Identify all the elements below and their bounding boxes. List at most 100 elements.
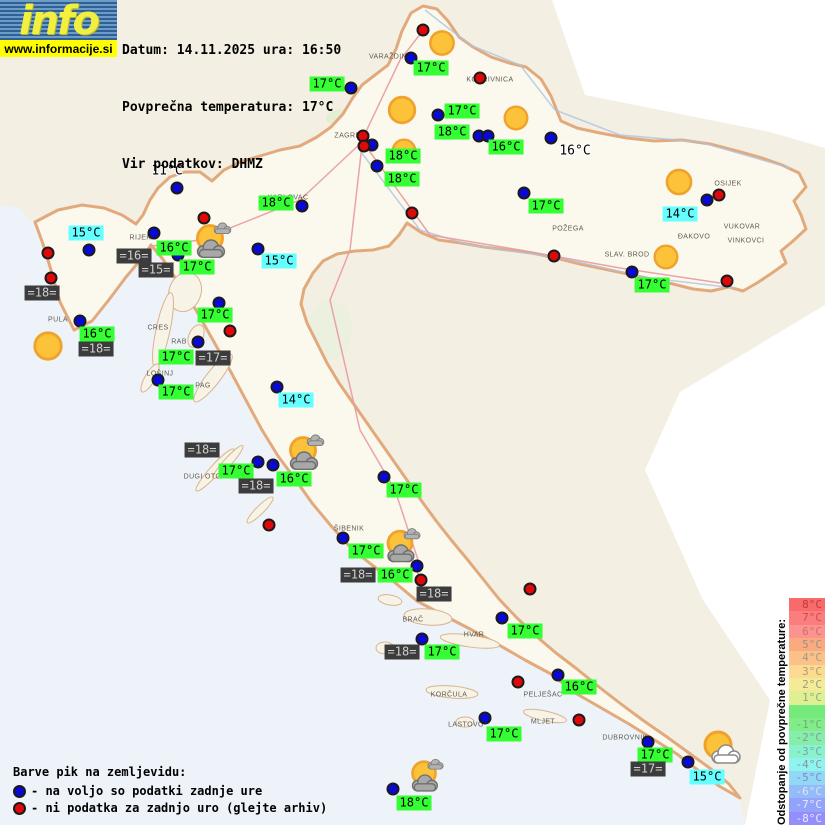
station-dot-blue: [266, 458, 280, 472]
header-avg-temp-line: Povprečna temperatura: 17°C: [122, 100, 334, 115]
temp-label-green: 17°C: [218, 463, 254, 479]
map-place-label: KORČULA: [430, 691, 468, 699]
temp-label-archive: =18=: [416, 586, 452, 602]
scale-step: -5°C: [789, 771, 825, 785]
temp-label-green: 17°C: [158, 384, 194, 400]
header-source-line: Vir podatkov: DHMZ: [122, 157, 263, 172]
temp-label-green: 17°C: [528, 198, 564, 214]
station-dot-blue: [170, 181, 184, 195]
legend-item-label: - ni podatka za zadnjo uro (glejte arhiv…: [31, 801, 328, 815]
map-place-label: ZAGREB: [334, 132, 366, 140]
legend-item-label: - na voljo so podatki zadnje ure: [31, 784, 263, 798]
station-dot-blue: [517, 186, 531, 200]
temp-label-cyan: 15°C: [689, 769, 725, 785]
temp-label-archive: =17=: [630, 761, 666, 777]
temp-label-green: 16°C: [377, 567, 413, 583]
temp-label-green: 17°C: [197, 307, 233, 323]
temp-label-green: 17°C: [634, 277, 670, 293]
temp-label-green: 17°C: [486, 726, 522, 742]
station-dot-red: [405, 206, 419, 220]
station-dot-blue: [544, 131, 558, 145]
map-place-label: DUBROVNIK: [602, 734, 648, 742]
weather-icon-partly-cloudy: [401, 752, 447, 798]
scale-title: Odstopanje od povprečne temperature:: [776, 619, 788, 825]
map-place-label: RIJEKA: [129, 234, 157, 242]
temp-label-archive: =18=: [238, 478, 274, 494]
map-place-label: BRAČ: [402, 616, 424, 624]
map-place-label: LASTOVO: [448, 721, 484, 729]
scale-step: 3°C: [789, 664, 825, 679]
logo-text: info: [18, 0, 100, 44]
scale-step: 5°C: [789, 638, 825, 652]
temp-label-green: 16°C: [79, 326, 115, 342]
temp-label-green: 16°C: [488, 139, 524, 155]
map-place-label: KOPRIVNICA: [466, 76, 514, 84]
logo-link[interactable]: info www.informacije.si: [0, 0, 117, 57]
station-dot-red: [414, 573, 428, 587]
scale-step: -8°C: [789, 811, 825, 825]
weather-icon-partly-cloudy: [692, 721, 744, 773]
legend-title: Barve pik na zemljevidu:: [13, 765, 187, 779]
scale-step: -2°C: [789, 731, 825, 745]
scale-step: -6°C: [789, 784, 825, 799]
weather-icon-partly-cloudy: [278, 427, 328, 477]
map-place-label: POŽEGA: [552, 225, 584, 233]
station-dot-blue: [478, 711, 492, 725]
temp-label-cyan: 14°C: [662, 206, 698, 222]
station-dot-red: [720, 274, 734, 288]
station-dot-red: [511, 675, 525, 689]
map-place-label: VARAŽDIN: [368, 53, 408, 61]
temp-label-green: 18°C: [384, 171, 420, 187]
station-dot-blue: [151, 373, 165, 387]
blue-dot-icon: [13, 784, 26, 798]
station-dot-blue: [270, 380, 284, 394]
map-place-label: VUKOVAR: [723, 223, 761, 231]
weather-icon-sun: [31, 329, 65, 363]
temp-label-green: 18°C: [434, 124, 470, 140]
scale-step: -3°C: [789, 744, 825, 759]
croatia-border: [33, 4, 808, 800]
temp-label-archive: =18=: [340, 567, 376, 583]
temp-label-green: 18°C: [396, 795, 432, 811]
scale-step: 1°C: [789, 691, 825, 705]
weather-icon-sun: [664, 167, 695, 198]
map-place-label: HVAR: [463, 631, 485, 639]
map-place-label: SLAV. BROD: [604, 251, 650, 259]
station-dot-blue: [386, 782, 400, 796]
station-dot-red: [712, 188, 726, 202]
temp-label-cyan: 15°C: [261, 253, 297, 269]
map-place-label: PULA: [48, 316, 68, 324]
weather-icon-sun: [386, 94, 419, 127]
logo-site-url: www.informacije.si: [0, 40, 117, 57]
temp-label-archive: =18=: [78, 341, 114, 357]
station-dot-red: [41, 246, 55, 260]
station-dot-blue: [377, 470, 391, 484]
station-dot-blue: [336, 531, 350, 545]
temperature-deviation-scale: 8°C 7°C 6°C 5°C 4°C 3°C 2°C 1°C -1°C -2°C -3°C -4°C…: [789, 598, 825, 825]
station-dot-blue: [344, 81, 358, 95]
scale-step: [789, 704, 825, 719]
weather-icon-sun: [502, 104, 531, 133]
station-dot-blue: [481, 129, 495, 143]
station-dot-blue: [495, 611, 509, 625]
temp-label-cyan: 15°C: [68, 225, 104, 241]
station-dot-blue: [415, 632, 429, 646]
station-dot-blue: [700, 193, 714, 207]
temp-label-archive: =18=: [24, 285, 60, 301]
map-place-label: CRES: [147, 324, 169, 332]
logo-background: info: [0, 0, 117, 41]
legend-item-red: - ni podatka za zadnjo uro (glejte arhiv…: [13, 801, 327, 815]
map-place-label: VINKOVCI: [727, 237, 765, 245]
station-dot-blue: [147, 226, 161, 240]
dot-color-legend: Barve pik na zemljevidu: - na voljo so p…: [13, 765, 327, 818]
scale-step: 2°C: [789, 678, 825, 692]
header-date-line: Datum: 14.11.2025 ura: 16:50: [122, 43, 342, 58]
temp-label-cyan: 14°C: [278, 392, 314, 408]
temp-label-green: 17°C: [637, 747, 673, 763]
station-dot-red: [197, 211, 211, 225]
station-dot-blue: [295, 199, 309, 213]
red-dot-icon: [13, 801, 26, 815]
scale-step: 4°C: [789, 651, 825, 665]
scale-step: 6°C: [789, 624, 825, 639]
temp-label-green: 16°C: [561, 679, 597, 695]
